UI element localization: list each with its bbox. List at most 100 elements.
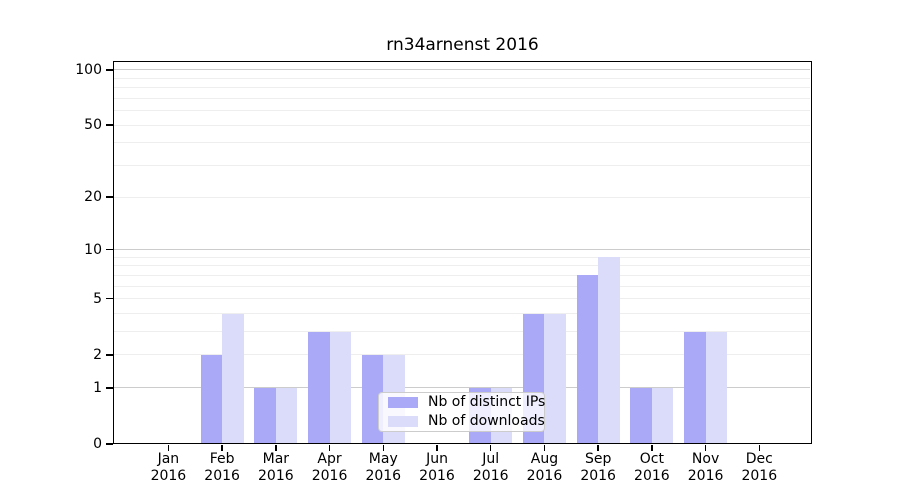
x-tick-month: Nov [691, 451, 720, 467]
x-tick-month: Apr [317, 451, 342, 467]
x-tick-month: Mar [262, 451, 290, 467]
gridline-minor [114, 87, 810, 89]
plot-spines [112, 61, 812, 444]
legend: Nb of distinct IPs Nb of downloads [378, 392, 545, 432]
x-tick-year: 2016 [634, 467, 670, 484]
y-tick-mark [105, 196, 113, 198]
gridline-minor [114, 313, 810, 314]
x-tick-mark [221, 444, 223, 451]
gridline-major [114, 69, 810, 71]
y-tick-label: 100 [75, 61, 102, 78]
x-tick-year: 2016 [472, 467, 509, 484]
x-tick-month: Sep [584, 451, 612, 467]
bar-distinct-ips [361, 354, 384, 444]
bar-downloads [598, 257, 620, 444]
x-tick-month: Jan [157, 451, 180, 467]
gridline-minor [114, 142, 810, 144]
bar-distinct-ips [630, 387, 652, 444]
x-tick-label: Dec 2016 [719, 451, 799, 484]
bar-distinct-ips [254, 387, 276, 444]
x-tick-month: Feb [209, 451, 235, 467]
bar-downloads [275, 387, 298, 444]
x-tick-month: Dec [745, 451, 773, 467]
x-tick-month: May [368, 451, 398, 467]
bar-distinct-ips [308, 331, 330, 444]
x-tick-month: Jun [426, 451, 448, 467]
x-tick-year: 2016 [419, 467, 455, 484]
x-tick-label: Oct 2016 [612, 451, 692, 484]
x-tick-mark [704, 444, 707, 451]
gridline-minor [114, 165, 810, 167]
legend-label: Nb of downloads [428, 413, 545, 429]
x-tick-year: 2016 [365, 467, 402, 484]
x-tick-mark [436, 444, 438, 451]
x-tick-mark [167, 444, 170, 451]
gridline-major [114, 249, 810, 251]
bar-downloads [705, 331, 728, 444]
x-tick-year: 2016 [687, 467, 724, 484]
x-tick-mark [543, 444, 546, 451]
x-tick-label: Aug 2016 [504, 451, 584, 484]
x-tick-label: Jan 2016 [128, 451, 208, 484]
x-tick-mark [651, 444, 653, 451]
x-tick-label: Feb 2016 [182, 451, 262, 484]
gridline-minor [114, 124, 810, 126]
y-tick-label: 0 [93, 436, 102, 452]
bar-distinct-ips [200, 354, 223, 444]
gridline-minor [114, 97, 810, 99]
gridline-minor [114, 274, 810, 276]
x-tick-year: 2016 [580, 467, 616, 484]
y-tick-label: 2 [93, 346, 102, 363]
gridline-minor [114, 354, 810, 356]
x-tick-label: Nov 2016 [666, 451, 746, 484]
legend-item: Nb of distinct IPs [379, 393, 546, 412]
bar-distinct-ips [576, 275, 599, 444]
y-tick-label: 50 [84, 117, 102, 134]
legend-swatch-distinct-ips [388, 397, 418, 408]
gridline-minor [114, 331, 810, 333]
x-tick-mark [597, 444, 599, 451]
legend-label: Nb of distinct IPs [428, 394, 546, 410]
y-tick-mark [105, 297, 113, 300]
x-tick-year: 2016 [741, 467, 778, 484]
x-tick-month: Jul [482, 451, 500, 467]
x-tick-mark [489, 444, 492, 451]
y-tick-label: 5 [93, 290, 102, 307]
x-tick-mark [382, 444, 385, 451]
x-tick-month: Oct [639, 451, 664, 467]
gridline-minor [114, 196, 810, 198]
gridline-major [114, 387, 810, 389]
bar-downloads [651, 387, 674, 444]
y-tick-mark [105, 69, 113, 71]
x-tick-month: Aug [530, 451, 559, 467]
gridline-minor [114, 256, 810, 258]
y-tick-mark [105, 443, 113, 445]
x-tick-year: 2016 [204, 467, 240, 484]
legend-swatch-downloads [388, 416, 418, 427]
y-tick-label: 1 [93, 379, 102, 396]
x-tick-year: 2016 [150, 467, 187, 484]
y-tick-mark [105, 248, 113, 251]
bar-distinct-ips [684, 331, 706, 444]
bar-downloads [329, 331, 352, 444]
x-tick-label: Jun 2016 [397, 451, 477, 484]
gridline-minor [114, 77, 810, 79]
x-tick-year: 2016 [526, 467, 563, 484]
legend-item: Nb of downloads [379, 412, 545, 431]
y-tick-label: 20 [84, 189, 102, 206]
gridline-minor [114, 110, 810, 112]
x-tick-mark [758, 444, 761, 451]
bar-downloads [222, 313, 244, 444]
x-tick-label: May 2016 [343, 451, 423, 484]
x-tick-label: Mar 2016 [236, 451, 316, 484]
y-tick-label: 10 [84, 241, 102, 258]
gridline-minor [114, 265, 810, 267]
x-tick-year: 2016 [258, 467, 294, 484]
gridline-minor [114, 285, 810, 287]
x-tick-label: Jul 2016 [451, 451, 531, 484]
chart-title: rn34arnenst 2016 [386, 35, 539, 55]
x-tick-mark [275, 444, 277, 451]
x-tick-label: Sep 2016 [558, 451, 638, 484]
y-tick-mark [105, 124, 113, 126]
